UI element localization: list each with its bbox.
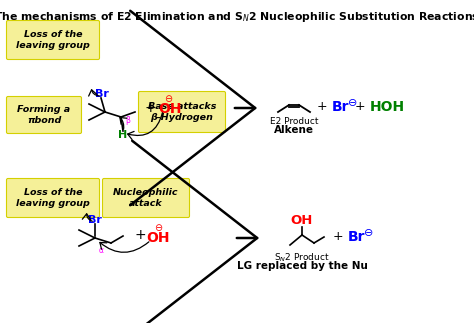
Text: S$_N$2 Product: S$_N$2 Product: [274, 252, 330, 265]
Text: attack: attack: [129, 199, 163, 208]
Text: OH: OH: [146, 231, 170, 245]
Text: Alkene: Alkene: [274, 125, 314, 135]
Text: +: +: [134, 228, 146, 242]
Text: ⊖: ⊖: [154, 223, 162, 233]
FancyArrowPatch shape: [82, 214, 92, 221]
Text: Br: Br: [95, 89, 109, 99]
Text: Loss of the: Loss of the: [24, 30, 82, 39]
Text: α: α: [99, 246, 104, 255]
Text: Nucleophilic: Nucleophilic: [113, 188, 179, 197]
FancyArrowPatch shape: [120, 118, 127, 129]
FancyArrowPatch shape: [89, 90, 99, 96]
Text: leaving group: leaving group: [16, 199, 90, 208]
Text: leaving group: leaving group: [16, 41, 90, 50]
Text: LG replaced by the Nu: LG replaced by the Nu: [237, 261, 367, 271]
Text: ⊖: ⊖: [348, 98, 357, 108]
Text: OH: OH: [291, 214, 313, 226]
Text: ⊖: ⊖: [364, 228, 374, 238]
Text: +: +: [333, 231, 343, 244]
FancyBboxPatch shape: [7, 179, 100, 217]
FancyArrowPatch shape: [100, 242, 149, 252]
Text: Br: Br: [332, 100, 349, 114]
FancyArrowPatch shape: [128, 113, 163, 140]
Text: β-Hydrogen: β-Hydrogen: [151, 113, 213, 122]
FancyBboxPatch shape: [7, 20, 100, 59]
Text: H: H: [118, 130, 128, 140]
Text: β: β: [125, 116, 130, 125]
Text: E2 Product: E2 Product: [270, 117, 318, 126]
Text: ⊖: ⊖: [164, 94, 172, 104]
Text: HOH: HOH: [370, 100, 405, 114]
Text: Base attacks: Base attacks: [148, 102, 216, 111]
Text: OH: OH: [158, 102, 182, 116]
FancyBboxPatch shape: [7, 97, 82, 133]
FancyBboxPatch shape: [138, 91, 226, 132]
Text: +: +: [144, 101, 156, 115]
FancyBboxPatch shape: [102, 179, 190, 217]
Text: Forming a: Forming a: [18, 105, 71, 114]
Text: Br: Br: [88, 215, 102, 225]
Text: Br: Br: [348, 230, 365, 244]
Text: πbond: πbond: [27, 116, 61, 125]
Text: The mechanisms of E2 Elimination and S$_N$2 Nucleophilic Substitution Reactions: The mechanisms of E2 Elimination and S$_…: [0, 10, 474, 24]
Text: Loss of the: Loss of the: [24, 188, 82, 197]
Text: +: +: [355, 100, 365, 113]
Text: +: +: [317, 100, 328, 113]
